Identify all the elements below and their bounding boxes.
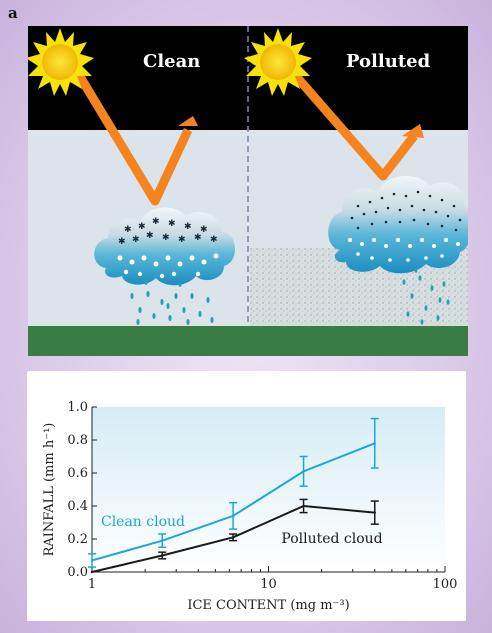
chart-axes [91,406,446,573]
x-axis-title: ICE CONTENT (mg m⁻³) [187,598,349,613]
rainfall-chart: 0.0 0.2 0.4 0.6 0.8 1.0 1 10 100 ICE CONTENT (mg … [42,400,457,613]
labels-layer: 0.0 0.2 0.4 0.6 0.8 1.0 1 10 100 ICE CONTENT (mg … [42,400,457,613]
data-point [161,539,164,542]
panel-a-letter: a [8,4,18,22]
series-label-1: Polluted cloud [281,531,382,547]
data-point [90,559,94,562]
svg-text:✱: ✱ [124,225,132,235]
clean-sun-icon [28,28,94,96]
panel-a-illustration: Clean Polluted ✱ ✱ ✱ ✱ ✱ ✱ ✱ ✱ ✱ ✱ ✱ ✱ ✱ [28,26,468,356]
svg-text:✱: ✱ [152,217,160,227]
data-point [231,514,235,518]
data-point [161,554,164,557]
y-tick-label: 0.8 [67,433,88,448]
y-tick-label: 0.6 [67,466,88,481]
svg-text:✱: ✱ [118,237,126,247]
y-tick-label: 1.0 [67,400,88,415]
data-point [90,570,94,574]
polluted-rain [402,267,450,325]
svg-text:✱: ✱ [184,222,192,232]
clean-beam-arrowhead [178,116,198,126]
data-point [302,470,305,473]
y-tick-label: 0.2 [67,532,88,547]
series-layer [88,417,379,574]
plot-area [92,407,445,572]
plot-background [92,407,445,572]
svg-text:✱: ✱ [146,231,154,241]
y-axis-title: RAINFALL (mm h⁻¹) [42,423,57,557]
x-tick-label: 1 [88,577,96,592]
clean-scene-title: Clean [143,51,200,72]
polluted-sun-icon [244,28,312,96]
svg-text:✱: ✱ [200,225,208,235]
clean-cloud-icon: ✱ ✱ ✱ ✱ ✱ ✱ ✱ ✱ ✱ ✱ ✱ ✱ ✱ [94,207,236,286]
series-label-0: Clean cloud [101,514,185,530]
svg-text:✱: ✱ [168,219,176,229]
svg-text:✱: ✱ [194,233,202,243]
svg-text:✱: ✱ [178,235,186,245]
data-point [302,504,305,508]
polluted-cloud-icon [328,175,468,274]
svg-text:✱: ✱ [162,233,170,243]
x-tick-label: 100 [433,577,458,592]
svg-text:✱: ✱ [210,235,218,245]
clean-rain [130,279,214,325]
y-tick-label: 0.4 [67,499,88,514]
ground-strip [28,326,468,356]
clean-sunbeam [66,57,193,206]
x-tick-label: 10 [260,577,277,592]
polluted-scene-title: Polluted [346,51,431,72]
data-point [231,536,235,539]
y-tick-label: 0.0 [67,565,88,580]
svg-text:✱: ✱ [138,222,146,232]
data-point [373,442,376,445]
polluted-sunbeam [278,57,418,181]
polluted-beam-arrowhead [402,124,424,138]
svg-text:✱: ✱ [132,235,140,245]
data-point [373,511,376,514]
chart-panel: 0.0 0.2 0.4 0.6 0.8 1.0 1 10 100 ICE CONTENT (mg … [27,371,466,621]
